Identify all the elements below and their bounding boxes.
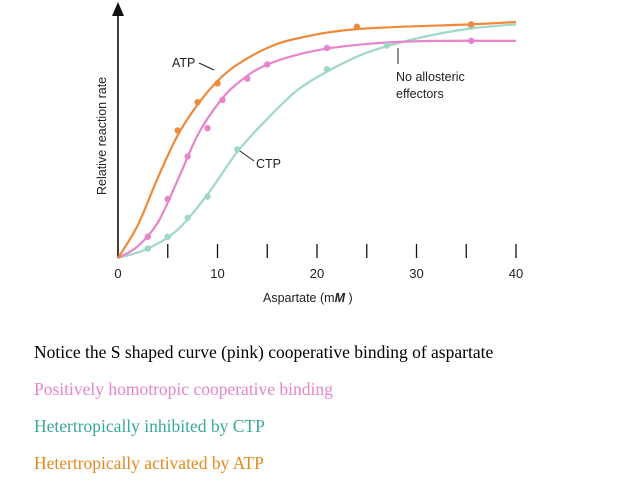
x-tick-label-40: 40: [509, 266, 523, 281]
no-effectors-label-line2: effectors: [396, 87, 444, 101]
marker-no-allosteric-effectors-4: [219, 96, 226, 104]
marker-atp-3: [353, 23, 360, 30]
note-line-atp: Hetertropically activated by ATP: [34, 453, 264, 473]
note-line-ctp: Hetertropically inhibited by CTP: [34, 416, 265, 436]
x-tick-label-30: 30: [409, 266, 423, 281]
marker-no-allosteric-effectors-7: [323, 44, 331, 52]
note-line-cooperative: Notice the S shaped curve (pink) coopera…: [34, 342, 494, 362]
atp-leader-line: [198, 62, 215, 71]
notes-block: Notice the S shaped curve (pink) coopera…: [34, 334, 493, 482]
marker-atp-4: [468, 21, 475, 28]
marker-ctp-2: [184, 214, 191, 222]
x-axis-label: Aspartate (mM ): [263, 291, 353, 305]
marker-ctp-3: [204, 193, 211, 200]
marker-no-allosteric-effectors-2: [184, 153, 191, 160]
x-tick-label-20: 20: [310, 266, 324, 281]
curve-no-allosteric-effectors: [117, 39, 517, 259]
x-tick-label-0: 0: [114, 266, 121, 281]
marker-ctp-6: [383, 42, 390, 49]
plot-background: [100, 0, 538, 308]
marker-no-allosteric-effectors-8: [468, 37, 475, 45]
marker-atp-0: [174, 127, 181, 134]
note-line-homotropic: Positively homotropic cooperative bindin…: [34, 379, 333, 399]
x-tick-label-10: 10: [210, 266, 224, 281]
curves: [117, 20, 517, 260]
marker-no-allosteric-effectors-1: [164, 195, 171, 203]
marker-ctp-1: [164, 233, 171, 240]
no-effectors-label-line1: No allosteric: [396, 70, 465, 84]
marker-no-allosteric-effectors-6: [264, 61, 271, 68]
x-axis-label-main: Aspartate (m: [263, 291, 335, 305]
data-markers: [144, 21, 475, 252]
ctp-label: CTP: [256, 157, 281, 171]
atp-label: ATP: [172, 56, 195, 70]
marker-no-allosteric-effectors-5: [244, 75, 251, 82]
y-axis-label: Relative reaction rate: [95, 77, 109, 195]
marker-ctp-5: [323, 66, 331, 73]
allosteric-kinetics-chart: Relative reaction rate 0 10 20 30 40 Asparta…: [95, 0, 538, 308]
y-axis-arrow: [112, 2, 124, 16]
marker-ctp-4: [234, 146, 241, 153]
marker-no-allosteric-effectors-3: [204, 125, 211, 132]
x-tick-labels: 0 10 20 30 40: [114, 266, 523, 281]
curve-ctp: [117, 23, 517, 260]
x-axis-label-close: ): [345, 291, 353, 305]
ctp-leader-line: [239, 150, 255, 162]
curve-atp: [117, 20, 517, 259]
marker-atp-2: [214, 80, 221, 87]
marker-atp-1: [194, 99, 201, 106]
x-axis-ticks: [167, 244, 517, 258]
x-axis-label-unit: M: [335, 291, 346, 305]
marker-no-allosteric-effectors-0: [144, 233, 152, 240]
marker-ctp-0: [144, 245, 152, 252]
